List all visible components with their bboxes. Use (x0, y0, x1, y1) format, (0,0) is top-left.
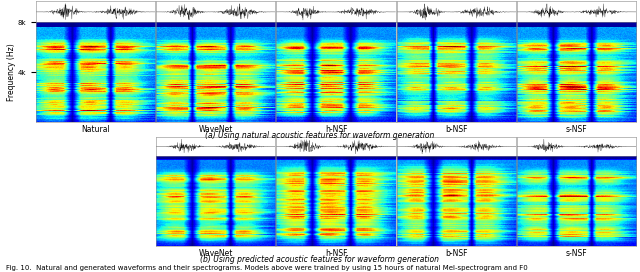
Text: Fig. 10.  Natural and generated waveforms and their spectrograms. Models above w: Fig. 10. Natural and generated waveforms… (6, 265, 528, 271)
Text: b-NSF: b-NSF (445, 125, 468, 134)
Text: s-NSF: s-NSF (566, 125, 588, 134)
Text: (b) Using predicted acoustic features for waveform generation: (b) Using predicted acoustic features fo… (200, 255, 440, 264)
Text: h-NSF: h-NSF (324, 249, 348, 258)
Text: (a) Using natural acoustic features for waveform generation: (a) Using natural acoustic features for … (205, 131, 435, 140)
Text: s-NSF: s-NSF (566, 249, 588, 258)
Y-axis label: Frequency (Hz): Frequency (Hz) (7, 43, 16, 101)
Text: WaveNet: WaveNet (198, 125, 233, 134)
Text: h-NSF: h-NSF (324, 125, 348, 134)
Text: b-NSF: b-NSF (445, 249, 468, 258)
Text: WaveNet: WaveNet (198, 249, 233, 258)
Text: Natural: Natural (81, 125, 109, 134)
